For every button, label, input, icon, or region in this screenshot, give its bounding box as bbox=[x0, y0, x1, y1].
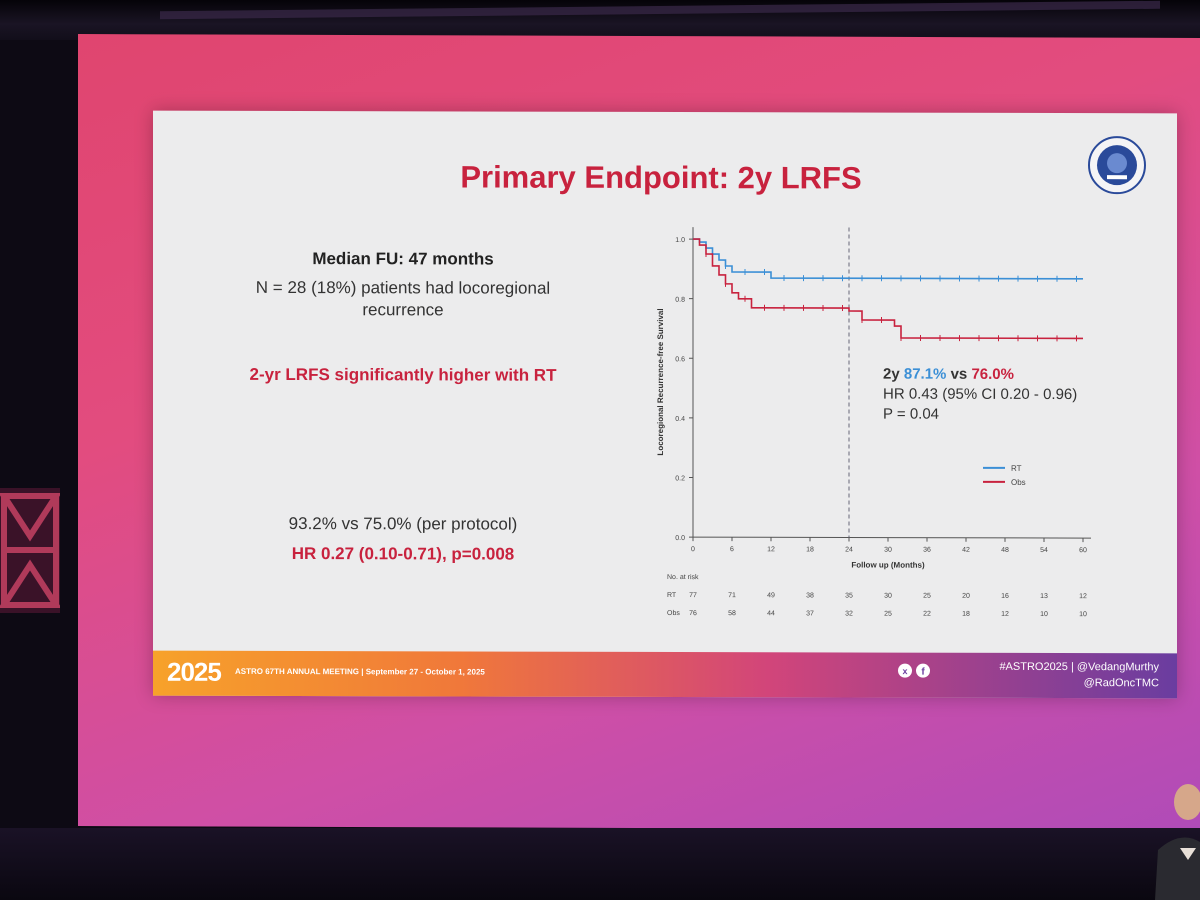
meeting-year-logo: 2025 bbox=[167, 656, 221, 687]
social-handles: #ASTRO2025 | @VedangMurthy @RadOncTMC bbox=[939, 659, 1159, 692]
x-tick-label: 42 bbox=[962, 547, 970, 554]
x-tick-label: 24 bbox=[845, 546, 853, 553]
risk-cell: 25 bbox=[923, 593, 931, 600]
legend-label-rt: RT bbox=[1011, 464, 1022, 473]
x-tick-label: 18 bbox=[806, 546, 814, 553]
risk-cell: 71 bbox=[728, 592, 736, 599]
y-tick-label: 0.6 bbox=[675, 356, 685, 363]
risk-cell: 25 bbox=[884, 611, 892, 618]
x-tick-label: 30 bbox=[884, 547, 892, 554]
risk-cell: 37 bbox=[806, 610, 814, 617]
y-tick-label: 1.0 bbox=[675, 237, 685, 244]
slide-footer: 2025 ASTRO 67TH ANNUAL MEETING | Septemb… bbox=[153, 650, 1177, 699]
median-followup: Median FU: 47 months bbox=[312, 249, 494, 269]
institution-seal-icon bbox=[1088, 136, 1146, 195]
x-tick-label: 12 bbox=[767, 546, 775, 553]
hazard-ratio: HR 0.43 (95% CI 0.20 - 0.96) bbox=[883, 385, 1078, 404]
risk-cell: 20 bbox=[962, 593, 970, 600]
risk-cell: 12 bbox=[1001, 611, 1009, 618]
x-tick-label: 36 bbox=[923, 547, 931, 554]
x-tick-label: 6 bbox=[730, 546, 734, 553]
risk-cell: 10 bbox=[1079, 611, 1087, 618]
risk-cell: 38 bbox=[806, 592, 814, 599]
risk-cell: 18 bbox=[962, 611, 970, 618]
legend-label-obs: Obs bbox=[1011, 478, 1026, 487]
per-protocol-block: 93.2% vs 75.0% (per protocol) HR 0.27 (0… bbox=[173, 514, 633, 565]
x-tick-label: 60 bbox=[1079, 547, 1087, 554]
per-protocol-hr: HR 0.27 (0.10-0.71), p=0.008 bbox=[291, 544, 515, 564]
side-logo-graphic bbox=[0, 488, 60, 613]
x-tick-label: 0 bbox=[691, 546, 695, 553]
risk-cell: 32 bbox=[845, 610, 853, 617]
secondary-handle: @RadOncTMC bbox=[1083, 677, 1159, 690]
svg-text:x: x bbox=[902, 666, 907, 676]
risk-cell: 58 bbox=[728, 610, 736, 617]
risk-cell: 30 bbox=[884, 593, 892, 600]
p-value: P = 0.04 bbox=[883, 405, 940, 423]
obs-rate: 76.0% bbox=[971, 365, 1014, 383]
svg-text:f: f bbox=[921, 667, 925, 678]
venue-ceiling bbox=[0, 0, 1200, 40]
x-axis bbox=[693, 536, 1091, 539]
stats-vs: vs bbox=[946, 365, 972, 383]
x-tick-label: 48 bbox=[1001, 547, 1009, 554]
recurrence-count: N = 28 (18%) patients had locoregional r… bbox=[255, 277, 551, 320]
y-tick-label: 0.0 bbox=[675, 535, 685, 542]
x-axis-label: Follow up (Months) bbox=[851, 560, 925, 569]
y-tick-label: 0.8 bbox=[675, 297, 685, 304]
hashtag-handle: #ASTRO2025 | @VedangMurthy bbox=[999, 660, 1159, 674]
y-tick-label: 0.4 bbox=[675, 416, 685, 423]
risk-cell: 16 bbox=[1001, 593, 1009, 600]
risk-cell: 76 bbox=[689, 610, 697, 617]
risk-cell: 35 bbox=[845, 592, 853, 599]
two-year-rates: 2y 87.1% vs 76.0% bbox=[883, 365, 1077, 386]
speaker-person bbox=[1155, 784, 1200, 900]
presentation-slide: Primary Endpoint: 2y LRFS Median FU: 47 … bbox=[153, 110, 1177, 699]
risk-row-label: RT bbox=[667, 592, 677, 599]
social-icons: x f bbox=[898, 663, 930, 678]
y-axis-label: Locoregional Recurrence-free Survival bbox=[656, 308, 665, 455]
km-curve-rt bbox=[693, 238, 1083, 280]
risk-row-label: Obs bbox=[667, 610, 680, 617]
risk-cell: 44 bbox=[767, 610, 775, 617]
summary-column: Median FU: 47 months N = 28 (18%) patien… bbox=[173, 249, 633, 386]
stats-box: 2y 87.1% vs 76.0% HR 0.43 (95% CI 0.20 -… bbox=[883, 365, 1077, 426]
y-tick-label: 0.2 bbox=[675, 475, 685, 482]
risk-cell: 10 bbox=[1040, 611, 1048, 618]
kaplan-meier-chart: 0.0 0.2 0.4 0.6 0.8 1.0 0 6 12 18 24 30 36 42 48 54 60 Fo… bbox=[656, 227, 1091, 618]
stage-floor bbox=[0, 828, 1200, 900]
ceiling-truss bbox=[160, 0, 1160, 20]
risk-table-header: No. at risk bbox=[667, 574, 699, 581]
risk-cell: 22 bbox=[923, 611, 931, 618]
significance-statement: 2-yr LRFS significantly higher with RT bbox=[249, 364, 557, 385]
km-curve-obs bbox=[693, 238, 1083, 340]
risk-cell: 13 bbox=[1040, 593, 1048, 600]
risk-cell: 12 bbox=[1079, 593, 1087, 600]
slide-title: Primary Endpoint: 2y LRFS bbox=[460, 159, 862, 196]
per-protocol-rates: 93.2% vs 75.0% (per protocol) bbox=[288, 514, 518, 534]
stats-prefix: 2y bbox=[883, 365, 904, 383]
rt-rate: 87.1% bbox=[903, 365, 947, 383]
risk-cell: 49 bbox=[767, 592, 775, 599]
risk-cell: 77 bbox=[689, 592, 697, 599]
x-tick-label: 54 bbox=[1040, 547, 1048, 554]
meeting-info: ASTRO 67TH ANNUAL MEETING | September 27… bbox=[235, 666, 485, 677]
